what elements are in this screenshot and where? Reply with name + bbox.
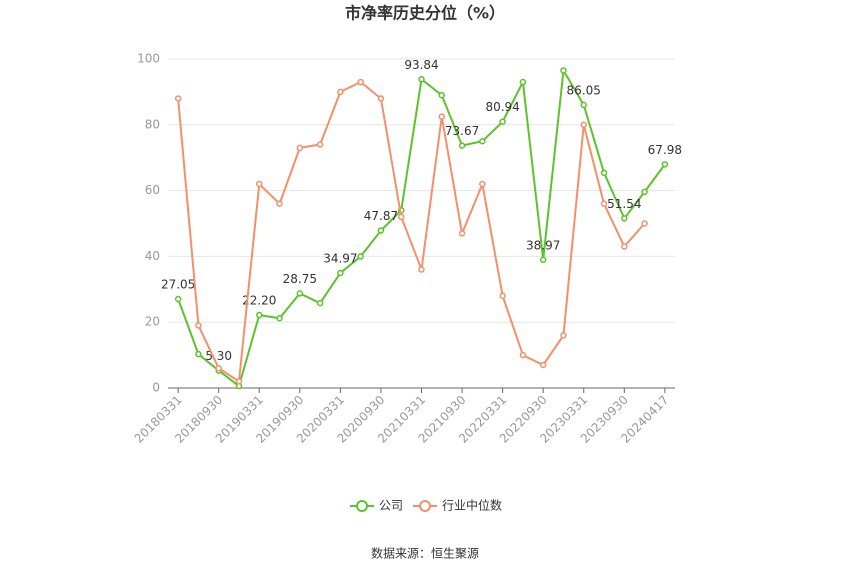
- y-tick-label: 100: [137, 52, 160, 66]
- data-point: [560, 67, 567, 74]
- data-point: [580, 121, 587, 129]
- data-point: [418, 266, 425, 273]
- data-point: [580, 101, 587, 109]
- data-point: [174, 95, 182, 102]
- series-line: [177, 67, 666, 388]
- data-point: [479, 180, 486, 188]
- data-label: 47.87: [364, 209, 398, 223]
- data-point: [641, 188, 648, 196]
- data-point: [600, 200, 608, 208]
- data-point: [316, 141, 324, 148]
- data-point: [235, 378, 243, 385]
- data-point: [621, 243, 628, 250]
- data-point: [438, 91, 446, 99]
- data-point: [316, 299, 324, 307]
- data-point: [337, 88, 344, 96]
- data-label: 22.20: [242, 293, 276, 307]
- data-point: [539, 361, 547, 369]
- data-point: [539, 256, 547, 264]
- data-point: [357, 78, 364, 86]
- legend-label: 公司: [379, 499, 403, 513]
- data-point: [418, 76, 425, 83]
- y-tick-label: 80: [145, 117, 160, 131]
- data-point: [357, 253, 364, 260]
- data-point: [377, 227, 385, 234]
- data-point: [458, 230, 466, 237]
- data-label: 93.84: [404, 58, 438, 72]
- chart-title: 市净率历史分位（%）: [345, 4, 505, 23]
- y-tick-label: 20: [145, 315, 160, 329]
- series-line: [177, 80, 646, 384]
- data-point: [641, 220, 648, 227]
- y-tick-label: 60: [145, 183, 160, 197]
- data-label: 67.98: [648, 143, 682, 157]
- data-label: 73.67: [445, 124, 479, 138]
- data-label: 38.97: [526, 238, 560, 252]
- data-label: 5.30: [205, 349, 232, 363]
- data-point: [560, 332, 567, 339]
- data-point: [276, 315, 283, 322]
- data-point: [479, 138, 486, 145]
- data-label: 28.75: [283, 272, 317, 286]
- data-point: [397, 213, 405, 221]
- y-tick-label: 0: [152, 381, 160, 395]
- data-point: [519, 351, 527, 359]
- data-point: [296, 144, 304, 152]
- data-point: [499, 292, 506, 300]
- legend-marker: [419, 500, 431, 512]
- legend-marker: [356, 500, 368, 512]
- data-point: [215, 365, 222, 372]
- data-label: 27.05: [161, 278, 195, 292]
- data-point: [661, 161, 669, 168]
- data-point: [296, 290, 304, 297]
- data-point: [256, 180, 263, 188]
- source: 数据来源：恒生聚源: [371, 546, 479, 561]
- data-point: [438, 113, 446, 120]
- data-label: 51.54: [607, 197, 641, 211]
- data-label: 86.05: [567, 83, 601, 97]
- data-point: [256, 311, 263, 319]
- data-label: 34.97: [323, 251, 357, 265]
- legend-label: 行业中位数: [442, 498, 502, 513]
- data-point: [621, 215, 628, 222]
- data-point: [377, 95, 385, 102]
- data-point: [519, 78, 527, 86]
- data-point: [195, 350, 202, 358]
- data-point: [600, 169, 608, 177]
- y-tick-label: 40: [145, 249, 160, 263]
- data-point: [499, 118, 506, 125]
- data-point: [174, 295, 182, 303]
- data-point: [337, 269, 344, 277]
- data-point: [276, 200, 283, 208]
- data-label: 80.94: [485, 100, 519, 114]
- data-point: [458, 142, 466, 149]
- data-point: [195, 322, 202, 329]
